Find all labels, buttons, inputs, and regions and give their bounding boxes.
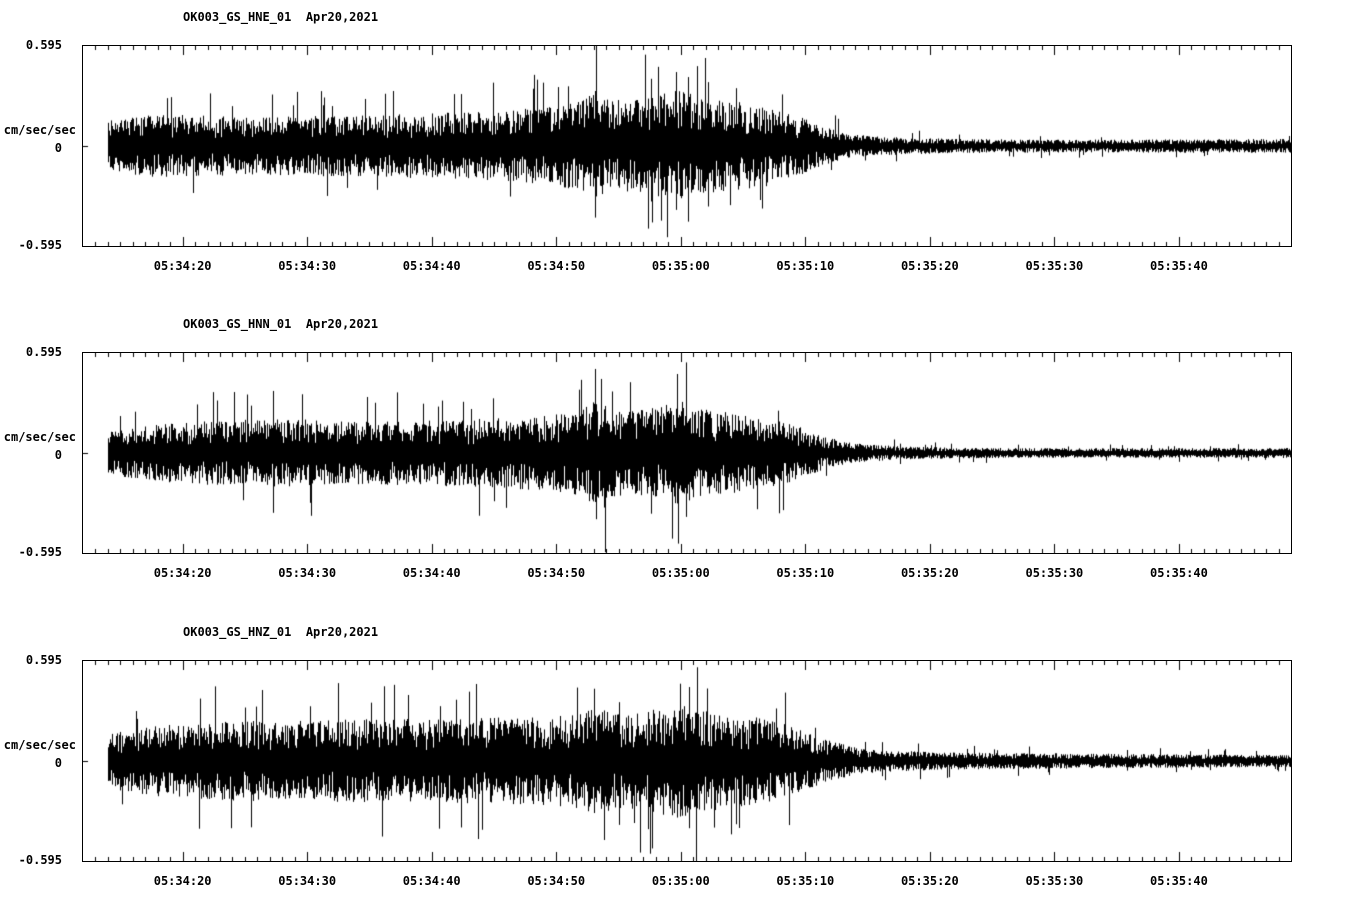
x-tick-label: 05:34:30 [278, 874, 337, 888]
y-tick-label-min: -0.595 [18, 238, 62, 252]
y-tick-label-zero: 0 [54, 448, 62, 462]
x-tick-label: 05:34:40 [402, 259, 461, 273]
y-tick-label-min: -0.595 [18, 853, 62, 867]
panel-title: OK003_GS_HNZ_01 Apr20,2021 [183, 625, 379, 639]
waveform-plot-HNE [82, 45, 1292, 247]
x-tick-label: 05:35:40 [1150, 566, 1208, 580]
y-axis-unit-label: cm/sec/sec [3, 430, 76, 444]
x-tick-label: 05:34:50 [527, 259, 586, 273]
panel-title: OK003_GS_HNE_01 Apr20,2021 [183, 10, 379, 24]
waveform-plot-HNN [82, 352, 1292, 554]
x-tick-label: 05:35:10 [776, 566, 835, 580]
panel-title: OK003_GS_HNN_01 Apr20,2021 [183, 317, 379, 331]
x-tick-label: 05:35:00 [651, 259, 710, 273]
x-tick-label: 05:35:10 [776, 259, 835, 273]
x-tick-label: 05:35:40 [1150, 259, 1208, 273]
x-tick-label: 05:35:20 [900, 566, 959, 580]
x-tick-label: 05:34:20 [153, 874, 212, 888]
x-tick-label: 05:34:50 [527, 874, 586, 888]
x-tick-label: 05:35:20 [900, 874, 959, 888]
y-tick-label-max: 0.595 [25, 38, 62, 52]
x-tick-label: 05:34:40 [402, 874, 461, 888]
x-tick-label: 05:34:50 [527, 566, 586, 580]
y-axis-unit-label: cm/sec/sec [3, 738, 76, 752]
seismogram-panel-HNN: OK003_GS_HNN_01 Apr20,2021 0.595 cm/sec/se… [0, 307, 1358, 607]
x-tick-label: 05:35:30 [1025, 259, 1084, 273]
x-tick-label: 05:34:20 [153, 566, 212, 580]
seismogram-panel-HNE: OK003_GS_HNE_01 Apr20,2021 0.595 cm/sec/se… [0, 0, 1358, 300]
x-tick-label: 05:34:30 [278, 566, 337, 580]
x-tick-label: 05:35:20 [900, 259, 959, 273]
x-tick-label: 05:35:00 [651, 566, 710, 580]
x-tick-label: 05:35:10 [776, 874, 835, 888]
y-tick-label-zero: 0 [54, 141, 62, 155]
x-tick-label: 05:34:20 [153, 259, 212, 273]
waveform-canvas-HNE [83, 46, 1291, 246]
waveform-canvas-HNN [83, 353, 1291, 553]
y-axis-unit-label: cm/sec/sec [3, 123, 76, 137]
x-tick-label: 05:34:40 [402, 566, 461, 580]
waveform-canvas-HNZ [83, 661, 1291, 861]
y-tick-label-min: -0.595 [18, 545, 62, 559]
x-tick-label: 05:35:40 [1150, 874, 1208, 888]
y-tick-label-max: 0.595 [25, 345, 62, 359]
waveform-plot-HNZ [82, 660, 1292, 862]
seismogram-panel-HNZ: OK003_GS_HNZ_01 Apr20,2021 0.595 cm/sec/se… [0, 615, 1358, 915]
y-tick-label-max: 0.595 [25, 653, 62, 667]
x-tick-label: 05:35:30 [1025, 874, 1084, 888]
x-tick-label: 05:35:30 [1025, 566, 1084, 580]
x-tick-label: 05:34:30 [278, 259, 337, 273]
x-tick-label: 05:35:00 [651, 874, 710, 888]
y-tick-label-zero: 0 [54, 756, 62, 770]
